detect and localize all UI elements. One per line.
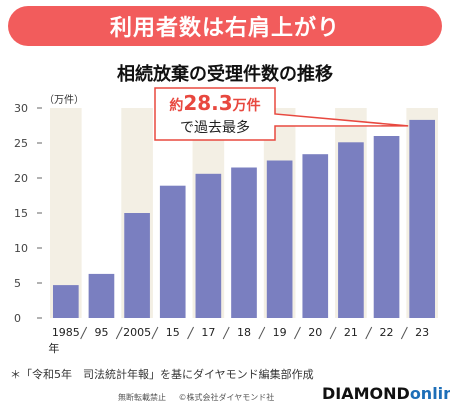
copyright-owner: ©株式会社ダイヤモンド社: [178, 393, 275, 402]
x-tick-label: 18: [237, 326, 251, 339]
annotation-value: 約28.3万件: [169, 91, 260, 115]
x-separator: [80, 326, 88, 340]
brand-name: DIAMOND: [322, 384, 410, 403]
x-separator: [294, 326, 301, 340]
x-separator: [115, 326, 123, 340]
x-tick-label: 20: [308, 326, 322, 339]
bar: [88, 273, 115, 318]
x-tick-label: 21: [344, 326, 358, 339]
bar: [195, 173, 222, 318]
y-axis-unit: （万件）: [44, 94, 84, 106]
bar: [266, 160, 293, 318]
brand-suffix: online: [409, 384, 450, 403]
y-tick-label: 10: [14, 242, 28, 255]
y-tick-label: 25: [14, 137, 28, 150]
x-separator: [400, 326, 408, 340]
y-tick-label: 20: [14, 172, 28, 185]
bar: [52, 285, 79, 318]
bar: [409, 119, 436, 319]
x-tick-label: 17: [201, 326, 215, 339]
bar: [124, 213, 150, 318]
x-separator: [365, 326, 373, 340]
bar: [338, 142, 364, 318]
x-separator: [222, 326, 230, 340]
x-tick-label: 1985: [52, 326, 80, 339]
x-tick-label: 2005: [123, 326, 151, 339]
background-band: [50, 108, 82, 318]
copyright-line: 無断転載禁止 ©株式会社ダイヤモンド社: [118, 392, 284, 403]
headline-text: 利用者数は右肩上がり: [109, 16, 340, 41]
x-tick-label: 95: [94, 326, 108, 339]
x-tick-label: 15: [166, 326, 180, 339]
headline-banner: 利用者数は右肩上がり: [8, 6, 442, 46]
x-separator: [329, 326, 337, 340]
annotation-caption: で過去最多: [180, 119, 250, 136]
bar: [159, 185, 186, 318]
x-separator: [151, 326, 159, 340]
x-tick-label: 23: [415, 326, 429, 339]
y-tick-label: 5: [14, 277, 21, 290]
chart-title: 相続放棄の受理件数の推移: [117, 64, 333, 85]
x-tick-label: 19: [273, 326, 287, 339]
source-footnote: ＊「令和5年 司法統計年報」を基にダイヤモンド編集部作成: [10, 368, 314, 381]
x-separator: [258, 326, 266, 340]
bar: [231, 167, 257, 318]
brand-logo: DIAMONDonline: [322, 384, 450, 403]
copyright-notice: 無断転載禁止: [118, 393, 166, 402]
y-tick-label: 30: [14, 102, 28, 115]
y-tick-label: 15: [14, 207, 28, 220]
annotation-callout: [154, 87, 409, 141]
bar: [373, 136, 400, 318]
x-separator: [187, 326, 194, 340]
x-first-suffix: 年: [48, 341, 59, 355]
bar: [302, 154, 329, 318]
y-tick-label: 0: [14, 312, 21, 325]
x-tick-label: 22: [380, 326, 394, 339]
